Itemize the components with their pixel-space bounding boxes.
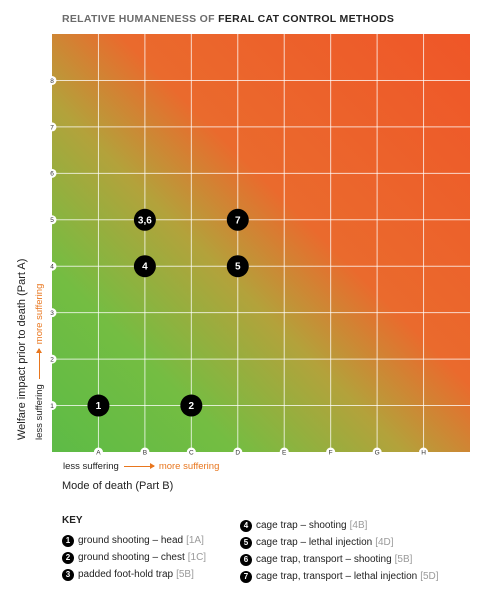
y-tick-label: 6 [50, 171, 54, 178]
y-arrow-icon [39, 349, 40, 380]
x-tick-marker [93, 447, 103, 457]
key-title: KEY [62, 515, 83, 526]
x-arrow-icon [123, 463, 155, 469]
x-tick-marker [419, 447, 429, 457]
y-tick-marker [47, 122, 57, 132]
y-tick-marker [47, 168, 57, 178]
x-tick-marker [279, 447, 289, 457]
grid-lines [52, 34, 470, 452]
key-item: 4 cage trap – shooting [4B] [240, 517, 439, 534]
x-more-suffering: more suffering [158, 461, 220, 472]
data-point-marker [133, 208, 156, 231]
y-tick-labels: 1 2 3 4 5 6 7 8 [47, 75, 57, 411]
key-number-badge: 6 [240, 553, 252, 566]
x-axis-title: Mode of death (Part B) [62, 480, 174, 492]
x-tick-marker [140, 447, 150, 457]
y-tick-marker [47, 215, 57, 225]
y-tick-marker [47, 354, 57, 364]
key-item: 3 padded foot-hold trap [5B] [62, 566, 206, 583]
y-tick-label: 2 [50, 357, 54, 364]
data-point-marker [87, 394, 110, 417]
y-suffering-scale: less suffering more suffering [34, 284, 45, 440]
data-point-marker [133, 255, 156, 278]
key-column-right: 4 cage trap – shooting [4B] 5 cage trap – le… [240, 517, 439, 585]
x-tick-label: F [329, 449, 333, 456]
y-tick-label: 1 [50, 403, 54, 410]
data-point-label: 1 [96, 401, 102, 412]
y-axis-title: Welfare impact prior to death (Part A) [16, 258, 28, 440]
key-label: cage trap, transport – shooting [256, 554, 392, 565]
data-point-label: 2 [189, 401, 195, 412]
x-tick-label: C [189, 449, 194, 456]
data-point-marker [226, 208, 249, 231]
x-tick-marker [372, 447, 382, 457]
key-label: padded foot-hold trap [78, 569, 174, 580]
key-item: 6 cage trap, transport – shooting [5B] [240, 551, 439, 568]
x-tick-label: E [282, 449, 287, 456]
data-point-label: 5 [235, 262, 241, 273]
key-reference: [4D] [375, 537, 394, 548]
y-tick-label: 4 [50, 264, 54, 271]
key-number-badge: 3 [62, 568, 74, 581]
y-tick-label: 3 [50, 310, 54, 317]
x-tick-label: G [375, 449, 380, 456]
x-tick-label: A [96, 449, 101, 456]
data-point-marker [226, 255, 249, 278]
x-tick-label: B [143, 449, 147, 456]
key-number-badge: 7 [240, 570, 252, 583]
x-tick-label: D [235, 449, 240, 456]
data-point-marker [180, 394, 203, 417]
key-label: cage trap – lethal injection [256, 537, 373, 548]
key-label: ground shooting – chest [78, 552, 185, 563]
x-less-suffering: less suffering [63, 461, 119, 472]
key-reference: [4B] [349, 520, 368, 531]
key-label: ground shooting – head [78, 535, 184, 546]
data-point-label: 4 [142, 262, 148, 273]
key-reference: [5B] [176, 569, 194, 580]
chart-title-strong: FERAL CAT CONTROL METHODS [218, 13, 395, 25]
data-point-label: 7 [235, 215, 241, 226]
key-item: 5 cage trap – lethal injection [4D] [240, 534, 439, 551]
key-item: 1 ground shooting – head [1A] [62, 532, 206, 549]
y-tick-label: 5 [50, 217, 54, 224]
x-tick-label: H [421, 449, 426, 456]
data-point-label: 3,6 [138, 215, 152, 226]
y-more-suffering: more suffering [34, 283, 45, 345]
key-item: 7 cage trap, transport – lethal injection… [240, 568, 439, 585]
key-reference: [5B] [394, 554, 413, 565]
key-reference: [1C] [187, 552, 207, 563]
key-number-badge: 1 [62, 534, 74, 547]
key-label: cage trap – shooting [256, 520, 347, 531]
plot-background [52, 34, 470, 452]
chart-title-prefix: RELATIVE HUMANENESS OF [62, 13, 215, 25]
y-tick-label: 8 [50, 78, 54, 85]
key-number-badge: 4 [240, 519, 252, 532]
x-tick-marker [186, 447, 196, 457]
key-reference: [5D] [420, 571, 439, 582]
x-tick-labels: A B C D E F G H [93, 447, 429, 457]
key-reference: [1A] [186, 535, 204, 546]
y-less-suffering: less suffering [34, 384, 45, 440]
key-number-badge: 2 [62, 551, 74, 564]
data-points: 1 2 4 5 3,6 7 [87, 208, 249, 417]
x-suffering-scale: less suffering more suffering [63, 461, 219, 472]
key-item: 2 ground shooting – chest [1C] [62, 549, 206, 566]
x-tick-marker [326, 447, 336, 457]
key-label: cage trap, transport – lethal injection [256, 571, 418, 582]
y-tick-marker [47, 261, 57, 271]
humaneness-chart: 1 2 3 4 5 6 7 8 A B C D E F G H 1 2 4 5 3,6 7 [47, 34, 470, 457]
key-number-badge: 5 [240, 536, 252, 549]
y-tick-label: 7 [50, 124, 54, 131]
y-tick-marker [47, 75, 57, 85]
y-tick-marker [47, 308, 57, 318]
chart-title: RELATIVE HUMANENESS OF FERAL CAT CONTROL… [62, 13, 394, 25]
x-tick-marker [233, 447, 243, 457]
y-tick-marker [47, 401, 57, 411]
key-column-left: 1 ground shooting – head [1A] 2 ground shoot… [62, 532, 206, 583]
